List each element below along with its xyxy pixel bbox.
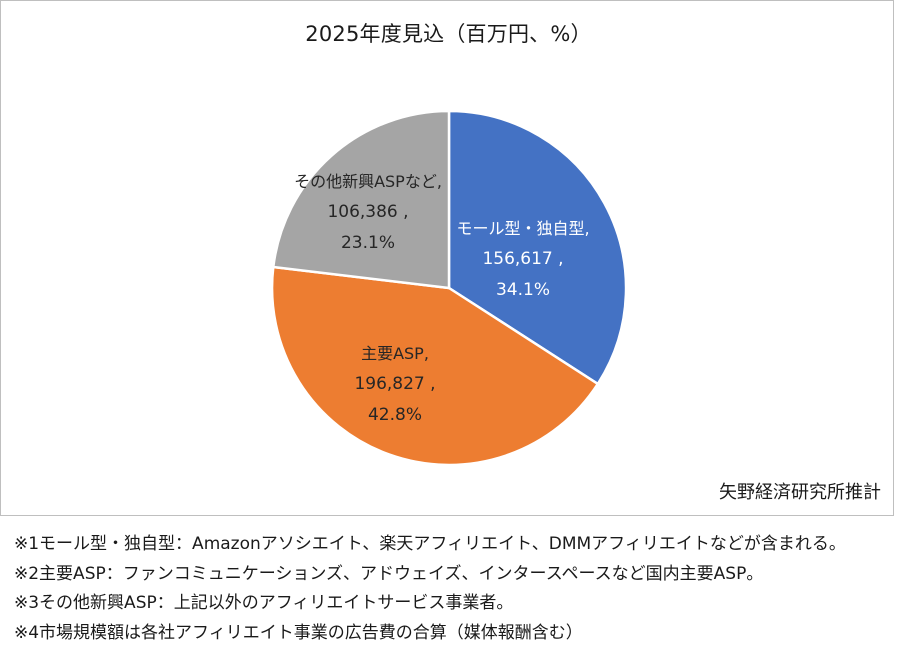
data-label-major-asp: 主要ASP, 196,827 , 42.8%: [330, 338, 460, 431]
pie-chart: [270, 109, 628, 467]
footnote-2: ※2主要ASP：ファンコミュニケーションズ、アドウェイズ、インタースペースなど国…: [14, 563, 764, 584]
slice-name: 主要ASP,: [361, 344, 429, 363]
pie-slice-major-asp: [270, 265, 600, 467]
slice-percent: 42.8%: [367, 405, 422, 425]
footnote-3: ※3その他新興ASP：上記以外のアフィリエイトサービス事業者。: [14, 593, 514, 613]
slice-name: その他新興ASPなど,: [294, 172, 442, 191]
slice-percent: 34.1%: [495, 280, 550, 300]
footnote-4: ※4市場規模額は各社アフィリエイト事業の広告費の合算（媒体報酬含む）: [14, 622, 583, 643]
slice-value: 156,617 ,: [482, 249, 564, 269]
footnote-1: ※1モール型・独自型：Amazonアソシエイト、楽天アフィリエイト、DMMアフィ…: [14, 534, 846, 554]
data-label-other-asp: その他新興ASPなど, 106,386 , 23.1%: [278, 166, 458, 259]
slice-value: 106,386 ,: [327, 202, 409, 222]
footnotes: ※1モール型・独自型：Amazonアソシエイト、楽天アフィリエイト、DMMアフィ…: [14, 530, 846, 648]
source-credit: 矢野経済研究所推計: [719, 482, 881, 503]
slice-value: 196,827 ,: [354, 374, 436, 394]
chart-title: 2025年度見込（百万円、%）: [305, 22, 592, 46]
slice-name: モール型・独自型,: [456, 219, 590, 238]
data-label-mall: モール型・独自型, 156,617 , 34.1%: [448, 213, 598, 306]
pie-slice-other-asp: [272, 109, 451, 290]
slice-percent: 23.1%: [340, 233, 395, 253]
